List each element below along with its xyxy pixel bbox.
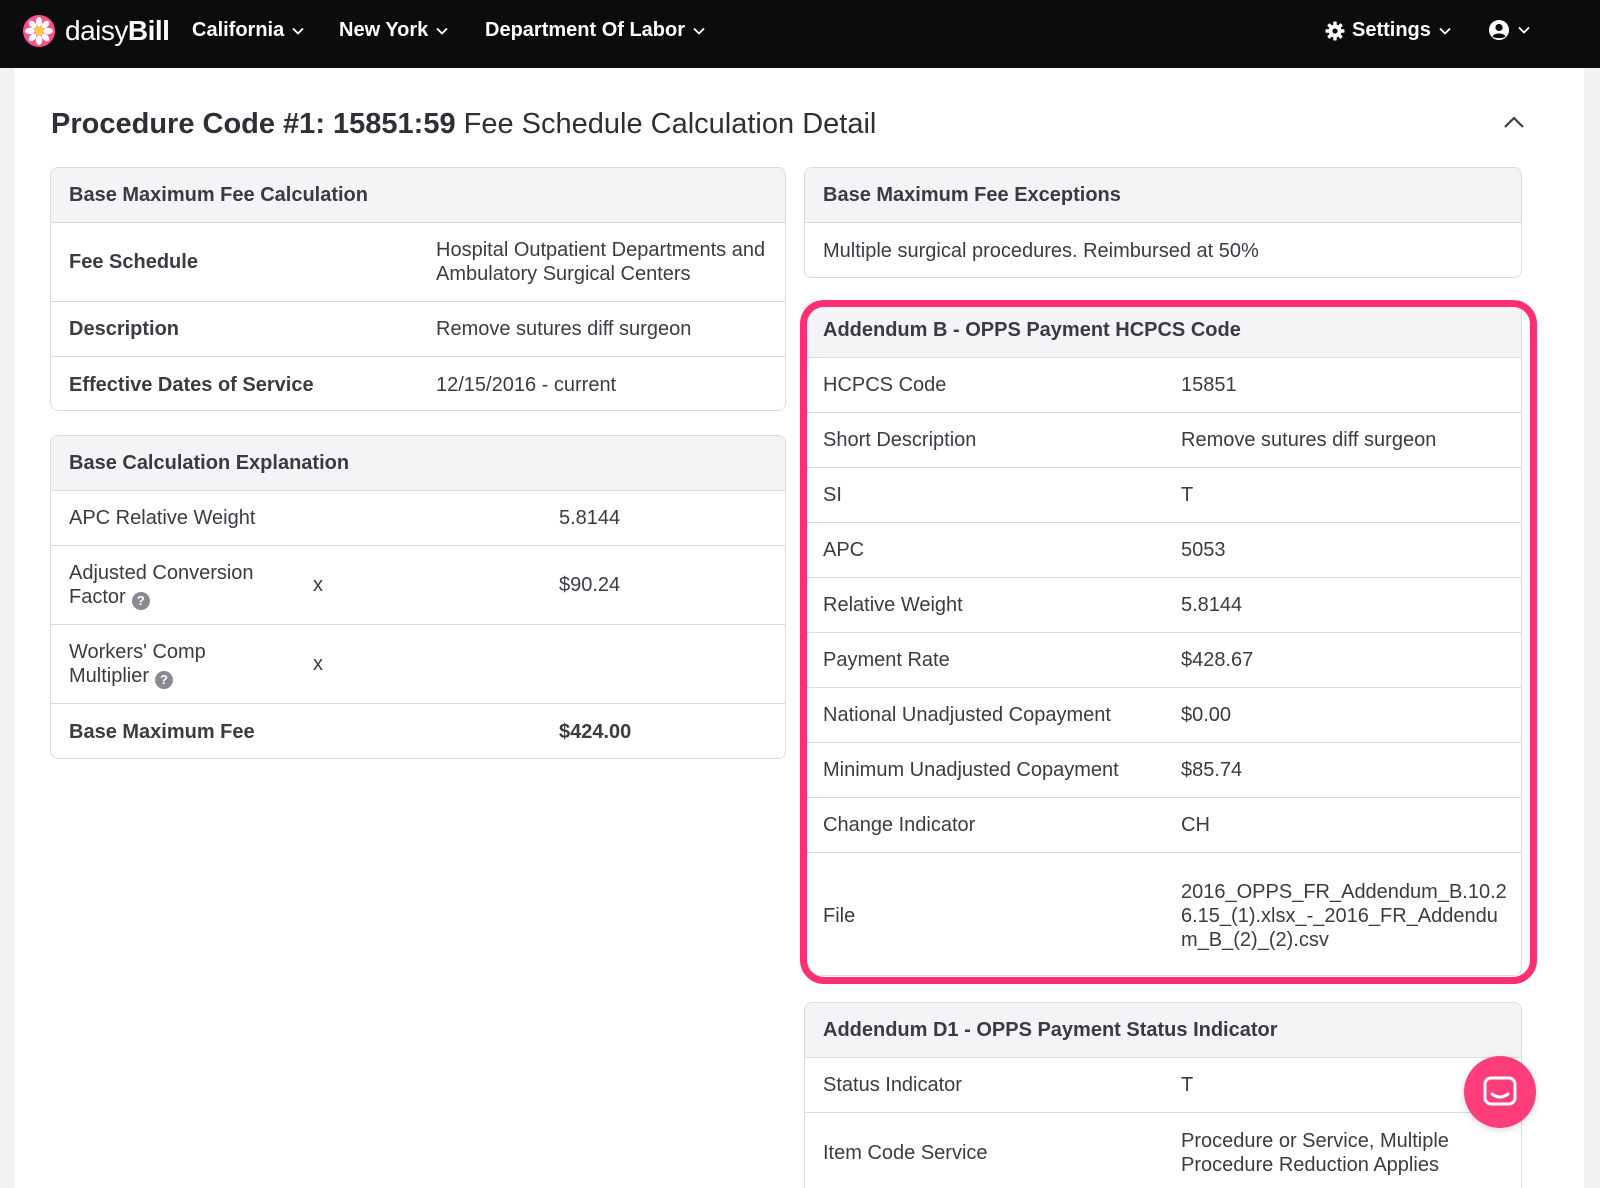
row-value: $85.74: [1181, 759, 1243, 781]
exception-text: Multiple surgical procedures. Reimbursed…: [823, 239, 1259, 262]
row-label: Short Description: [823, 429, 977, 451]
row-label: APC: [823, 539, 865, 561]
row-value: 5053: [1181, 539, 1226, 561]
row-value: Remove sutures diff surgeon: [436, 318, 692, 340]
row-label: Change Indicator: [823, 814, 976, 836]
row-value: $90.24: [559, 574, 621, 596]
nav-label: California: [192, 19, 285, 41]
settings-dropdown[interactable]: Settings: [1325, 19, 1451, 42]
addendum-d1-card: Addendum D1 - OPPS Payment Status Indica…: [804, 1002, 1522, 1188]
daisybill-logo[interactable]: daisyBill: [22, 14, 170, 48]
table-row: Payment Rate $428.67: [805, 633, 1521, 688]
row-label: Status Indicator: [823, 1074, 962, 1096]
row-operator: x: [313, 653, 323, 675]
user-avatar-icon: [1489, 20, 1509, 40]
row-label: File: [823, 904, 856, 927]
base-calculation-explanation-card: Base Calculation Explanation APC Relativ…: [50, 435, 786, 759]
row-value: T: [1181, 1074, 1194, 1096]
table-row: Item Code Service Procedure or Service, …: [805, 1113, 1521, 1188]
table-row: Minimum Unadjusted Copayment $85.74: [805, 743, 1521, 798]
base-max-fee-exceptions-card: Base Maximum Fee Exceptions Multiple sur…: [804, 167, 1522, 278]
row-operator: x: [313, 574, 323, 596]
row-label: Payment Rate: [823, 649, 950, 671]
chevron-down-icon: [292, 27, 304, 35]
row-label: National Unadjusted Copayment: [823, 704, 1111, 726]
card-title: Addendum D1 - OPPS Payment Status Indica…: [805, 1003, 1521, 1058]
row-value: 12/15/2016 - current: [436, 373, 617, 396]
table-row: HCPCS Code 15851: [805, 358, 1521, 413]
chevron-down-icon: [1518, 26, 1530, 34]
row-label: Item Code Service: [823, 1142, 988, 1164]
help-icon[interactable]: ?: [131, 591, 150, 610]
row-value: $428.67: [1181, 649, 1254, 671]
chevron-down-icon: [693, 27, 705, 35]
gear-icon: [1325, 21, 1345, 40]
row-label: Workers' Comp Multiplier?: [69, 640, 206, 689]
base-max-fee-calculation-card: Base Maximum Fee Calculation Fee Schedul…: [50, 167, 786, 411]
row-value: Remove sutures diff surgeon: [1181, 429, 1437, 451]
row-label: Fee Schedule: [69, 251, 198, 273]
table-row: Workers' Comp Multiplier? x: [51, 625, 785, 704]
row-value: $0.00: [1181, 704, 1232, 726]
nav-label: Department Of Labor: [485, 19, 686, 41]
row-label: HCPCS Code: [823, 374, 947, 396]
daisy-flower-icon: [23, 15, 55, 47]
table-row: Base Maximum Fee $424.00: [51, 704, 785, 758]
row-value: CH: [1181, 814, 1210, 836]
nav-label: New York: [339, 19, 429, 41]
addendum-b-card: Addendum B - OPPS Payment HCPCS Code HCP…: [804, 302, 1522, 976]
row-label: Base Maximum Fee: [69, 720, 255, 743]
row-value: Hospital Outpatient Departments and Ambu…: [436, 239, 766, 285]
chevron-down-icon: [436, 27, 448, 35]
nav-department-of-labor-dropdown[interactable]: Department Of Labor: [485, 19, 705, 42]
table-row: Description Remove sutures diff surgeon: [51, 302, 785, 357]
table-row: Multiple surgical procedures. Reimbursed…: [805, 223, 1521, 277]
card-title: Base Calculation Explanation: [51, 436, 785, 491]
table-row: Relative Weight 5.8144: [805, 578, 1521, 633]
table-row: APC 5053: [805, 523, 1521, 578]
page-title: Procedure Code #1: 15851:59 Fee Schedule…: [51, 108, 877, 140]
table-row: Status Indicator T: [805, 1058, 1521, 1113]
row-value: T: [1181, 484, 1194, 506]
table-row: National Unadjusted Copayment $0.00: [805, 688, 1521, 743]
top-navbar: daisyBill California New York Department…: [0, 0, 1600, 68]
table-row: APC Relative Weight 5.8144: [51, 491, 785, 546]
nav-california-dropdown[interactable]: California: [192, 19, 304, 42]
row-label: Description: [69, 318, 180, 340]
row-label: Minimum Unadjusted Copayment: [823, 759, 1119, 781]
row-label: APC Relative Weight: [69, 507, 256, 529]
card-title: Base Maximum Fee Calculation: [51, 168, 785, 223]
chat-icon: [1483, 1076, 1517, 1106]
row-label: Adjusted Conversion Factor?: [69, 561, 254, 610]
table-row: Short Description Remove sutures diff su…: [805, 413, 1521, 468]
table-row: Adjusted Conversion Factor? x $90.24: [51, 546, 785, 625]
table-row: SI T: [805, 468, 1521, 523]
row-label: Relative Weight: [823, 594, 963, 616]
row-value: Procedure or Service, Multiple Procedure…: [1181, 1130, 1449, 1176]
settings-label: Settings: [1352, 19, 1431, 41]
table-row: File 2016_OPPS_FR_Addendum_B.10.26.15_(1…: [805, 853, 1521, 975]
row-value: 5.8144: [559, 507, 621, 529]
file-name-value: 2016_OPPS_FR_Addendum_B.10.26.15_(1).xls…: [1181, 880, 1507, 951]
table-row: Change Indicator CH: [805, 798, 1521, 853]
chevron-down-icon: [1439, 27, 1451, 35]
user-menu-dropdown[interactable]: [1488, 19, 1530, 41]
card-title: Base Maximum Fee Exceptions: [805, 168, 1521, 223]
row-value: 5.8144: [1181, 594, 1243, 616]
base-max-fee-total: $424.00: [559, 720, 632, 743]
chat-launcher-button[interactable]: [1464, 1056, 1536, 1128]
row-label: SI: [823, 484, 842, 506]
row-value: 15851: [1181, 374, 1237, 396]
nav-new-york-dropdown[interactable]: New York: [339, 19, 448, 42]
chevron-up-icon[interactable]: [1502, 114, 1526, 130]
row-label: Effective Dates of Service: [69, 373, 314, 396]
table-row: Fee Schedule Hospital Outpatient Departm…: [51, 223, 785, 302]
table-row: Effective Dates of Service 12/15/2016 - …: [51, 357, 785, 410]
help-icon[interactable]: ?: [155, 670, 174, 689]
card-title: Addendum B - OPPS Payment HCPCS Code: [805, 303, 1521, 358]
logo-text: daisyBill: [65, 15, 170, 46]
